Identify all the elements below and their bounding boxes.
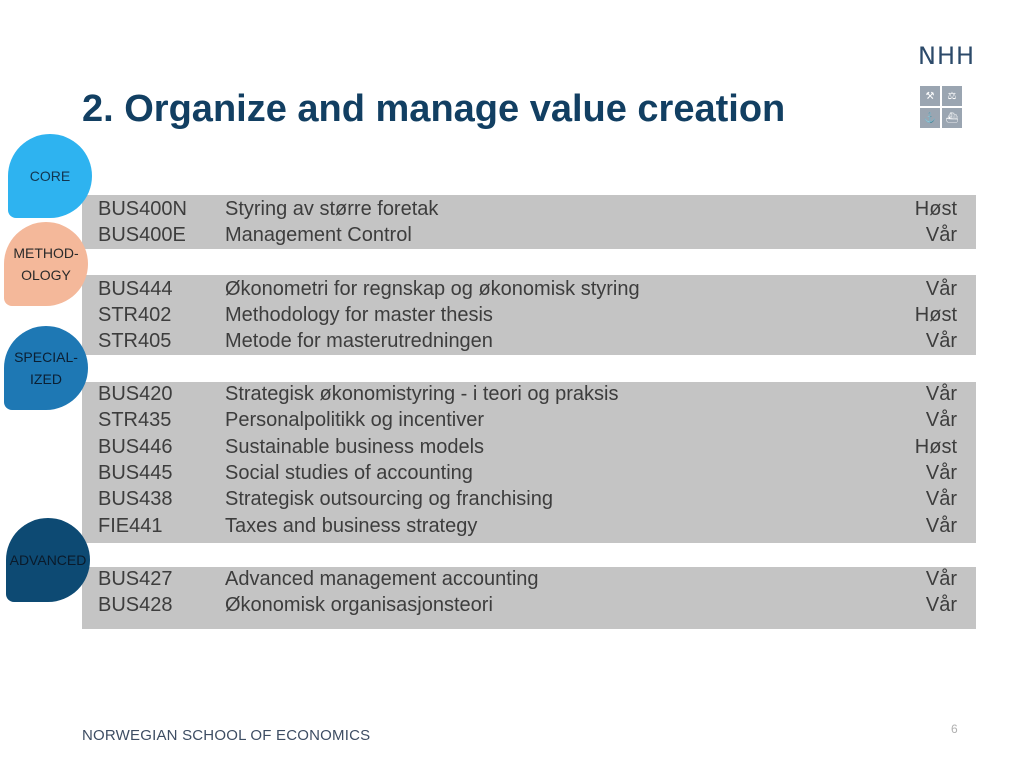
footer-school-name: NORWEGIAN SCHOOL OF ECONOMICS xyxy=(82,727,371,744)
course-row: BUS400N Styring av større foretak Høst xyxy=(98,196,976,222)
category-bubble-advanced: ADVANCED xyxy=(6,518,90,602)
course-code: BUS427 xyxy=(98,568,173,590)
course-name: Social studies of accounting xyxy=(225,462,473,484)
group-band-method xyxy=(82,275,976,355)
course-row: STR405 Metode for masterutredningen Vår xyxy=(98,328,976,354)
course-term: Høst xyxy=(914,304,957,326)
category-bubble-specialized: SPECIAL- IZED xyxy=(4,326,88,410)
course-code: BUS420 xyxy=(98,383,173,405)
course-row: BUS445 Social studies of accounting Vår xyxy=(98,460,976,486)
logo-emblem: ⚒ ⚖ ⚓ ⛴ xyxy=(920,86,962,128)
slide-title: 2. Organize and manage value creation xyxy=(82,88,786,130)
category-bubble-methodology: METHOD- OLOGY xyxy=(4,222,88,306)
course-code: FIE441 xyxy=(98,515,163,537)
category-bubble-core: CORE xyxy=(8,134,92,218)
course-row: STR435 Personalpolitikk og incentiver Vå… xyxy=(98,407,976,433)
page-number: 6 xyxy=(951,722,958,736)
course-term: Vår xyxy=(925,383,957,405)
course-term: Høst xyxy=(914,198,957,220)
course-name: Økonometri for regnskap og økonomisk sty… xyxy=(225,278,640,300)
course-name: Management Control xyxy=(225,224,412,246)
course-row: BUS420 Strategisk økonomistyring - i teo… xyxy=(98,381,976,407)
logo-wordmark: NHH xyxy=(918,42,976,70)
anchor-icon: ⚓ xyxy=(920,108,940,128)
course-term: Vår xyxy=(925,409,957,431)
course-row: BUS427 Advanced management accounting Vå… xyxy=(98,566,976,592)
course-term: Vår xyxy=(925,330,957,352)
bubble-label: CORE xyxy=(29,168,71,184)
course-code: STR405 xyxy=(98,330,172,352)
bubble-label-line1: SPECIAL- xyxy=(14,349,78,365)
course-row: BUS400E Management Control Vår xyxy=(98,222,976,248)
course-name: Strategisk outsourcing og franchising xyxy=(225,488,553,510)
bubble-label-line2: IZED xyxy=(30,371,62,387)
group-band-core xyxy=(82,195,976,249)
course-name: Advanced management accounting xyxy=(225,568,539,590)
course-row: FIE441 Taxes and business strategy Vår xyxy=(98,513,976,539)
course-code: STR402 xyxy=(98,304,172,326)
course-term: Vår xyxy=(925,278,957,300)
course-name: Taxes and business strategy xyxy=(225,515,478,537)
group-band-special xyxy=(82,382,976,543)
course-name: Strategisk økonomistyring - i teori og p… xyxy=(225,383,619,405)
course-name: Styring av større foretak xyxy=(225,198,439,220)
course-row: STR402 Methodology for master thesis Høs… xyxy=(98,302,976,328)
bubble-label-line2: OLOGY xyxy=(21,267,71,283)
bubble-label: ADVANCED xyxy=(9,552,87,568)
course-term: Vår xyxy=(925,488,957,510)
course-term: Høst xyxy=(914,436,957,458)
course-code: BUS400E xyxy=(98,224,186,246)
course-term: Vår xyxy=(925,594,957,616)
bubble-label-line1: METHOD- xyxy=(13,245,79,261)
course-row: BUS446 Sustainable business models Høst xyxy=(98,434,976,460)
course-term: Vår xyxy=(925,568,957,590)
course-name: Methodology for master thesis xyxy=(225,304,493,326)
course-code: BUS438 xyxy=(98,488,173,510)
ship-icon: ⛴ xyxy=(942,108,962,128)
course-term: Vår xyxy=(925,462,957,484)
course-name: Sustainable business models xyxy=(225,436,485,458)
course-code: STR435 xyxy=(98,409,172,431)
course-term: Vår xyxy=(925,515,957,537)
course-code: BUS400N xyxy=(98,198,187,220)
tools-icon: ⚒ xyxy=(920,86,940,106)
scales-icon: ⚖ xyxy=(942,86,962,106)
course-name: Personalpolitikk og incentiver xyxy=(225,409,485,431)
course-code: BUS444 xyxy=(98,278,173,300)
course-term: Vår xyxy=(925,224,957,246)
course-name: Økonomisk organisasjonsteori xyxy=(225,594,493,616)
course-name: Metode for masterutredningen xyxy=(225,330,493,352)
course-code: BUS445 xyxy=(98,462,173,484)
group-band-advanced xyxy=(82,567,976,629)
course-row: BUS444 Økonometri for regnskap og økonom… xyxy=(98,276,976,302)
course-row: BUS438 Strategisk outsourcing og franchi… xyxy=(98,486,976,512)
course-row: BUS428 Økonomisk organisasjonsteori Vår xyxy=(98,592,976,618)
course-code: BUS428 xyxy=(98,594,173,616)
course-code: BUS446 xyxy=(98,436,173,458)
